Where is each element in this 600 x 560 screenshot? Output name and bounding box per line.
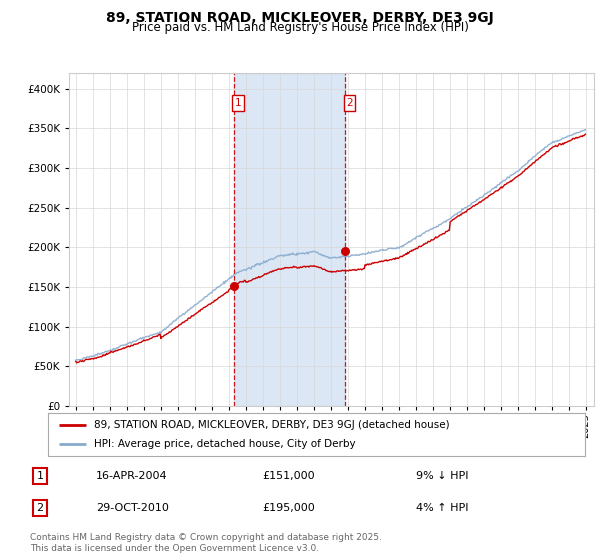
Text: 89, STATION ROAD, MICKLEOVER, DERBY, DE3 9GJ: 89, STATION ROAD, MICKLEOVER, DERBY, DE3…: [106, 11, 494, 25]
Point: [229, 282, 238, 291]
Text: 16-APR-2004: 16-APR-2004: [96, 471, 168, 481]
Text: Price paid vs. HM Land Registry's House Price Index (HPI): Price paid vs. HM Land Registry's House …: [131, 21, 469, 34]
Text: HPI: Average price, detached house, City of Derby: HPI: Average price, detached house, City…: [94, 439, 355, 449]
Text: Contains HM Land Registry data © Crown copyright and database right 2025.
This d: Contains HM Land Registry data © Crown c…: [30, 533, 382, 553]
Text: 29-OCT-2010: 29-OCT-2010: [96, 503, 169, 513]
Text: 4% ↑ HPI: 4% ↑ HPI: [416, 503, 469, 513]
Text: £195,000: £195,000: [262, 503, 314, 513]
Text: 1: 1: [37, 471, 43, 481]
Text: 1: 1: [235, 98, 242, 108]
Text: £151,000: £151,000: [262, 471, 314, 481]
Text: 2: 2: [37, 503, 43, 513]
Point: [340, 247, 350, 256]
Bar: [233, 73, 345, 406]
Text: 9% ↓ HPI: 9% ↓ HPI: [416, 471, 469, 481]
Text: 2: 2: [346, 98, 353, 108]
Text: 89, STATION ROAD, MICKLEOVER, DERBY, DE3 9GJ (detached house): 89, STATION ROAD, MICKLEOVER, DERBY, DE3…: [94, 420, 449, 430]
